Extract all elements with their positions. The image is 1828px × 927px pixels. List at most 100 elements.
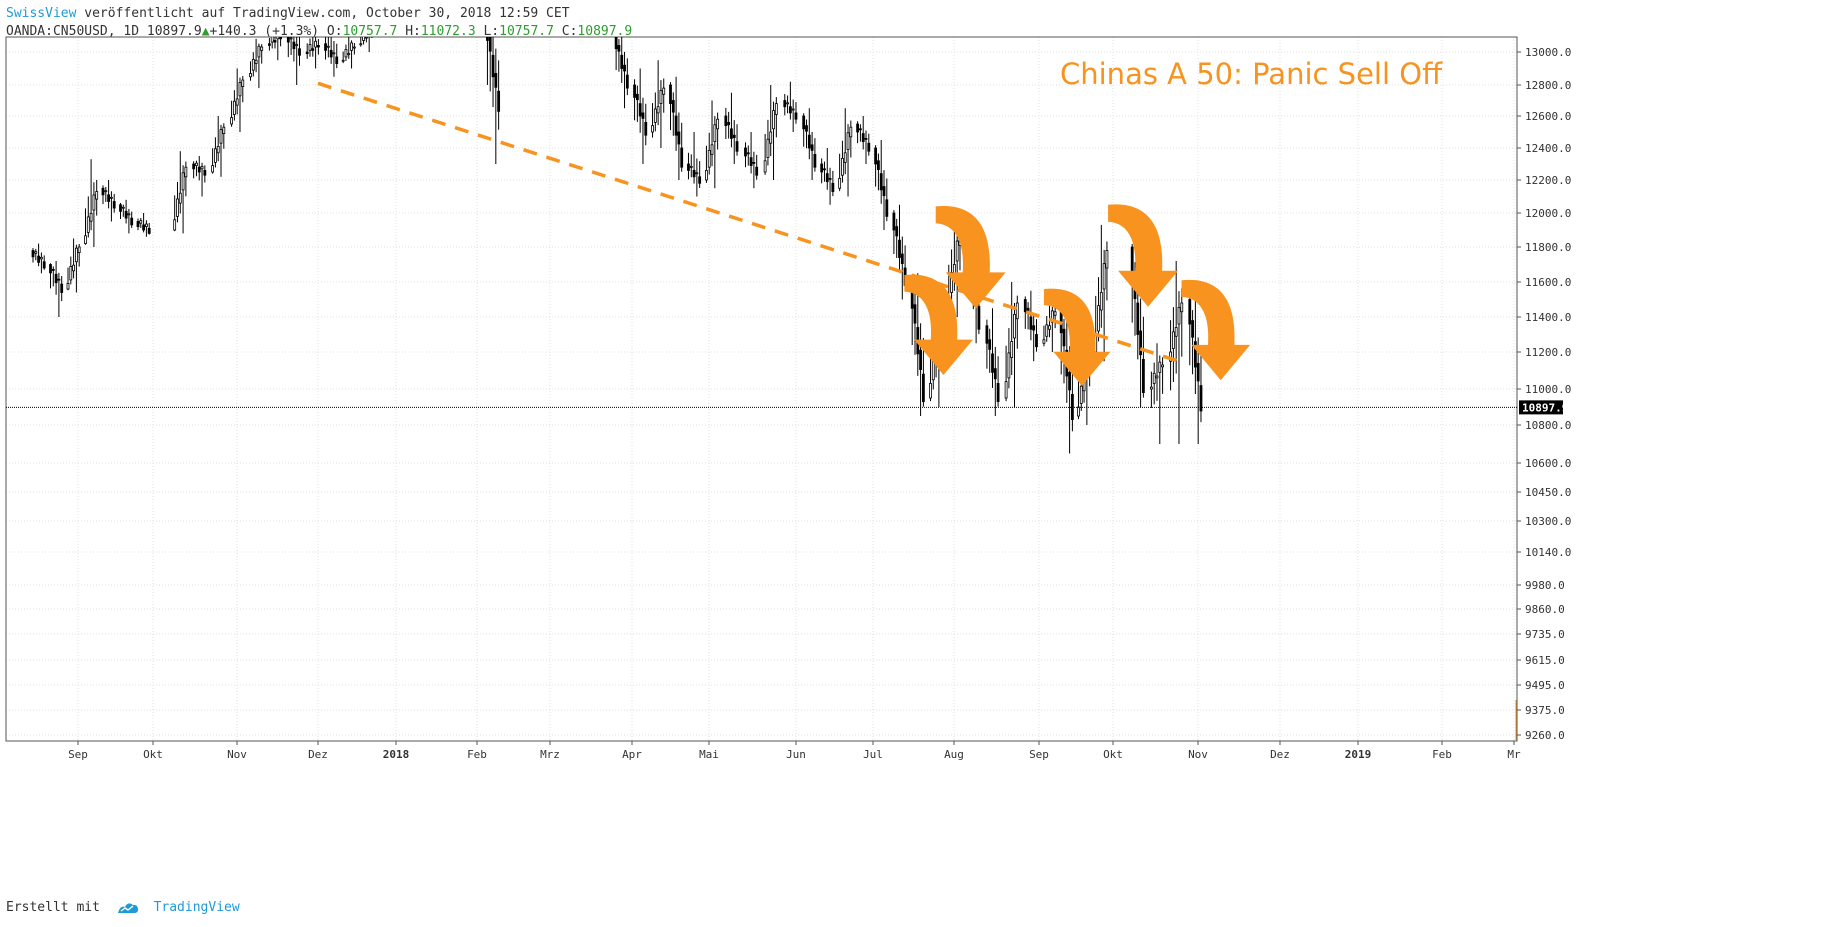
candle-body <box>192 163 196 170</box>
candle-body <box>1010 341 1014 358</box>
trend-line <box>317 81 1180 363</box>
x-tick-label: Mai <box>699 748 719 761</box>
candle-body <box>710 144 714 155</box>
candle-body <box>311 48 315 51</box>
candle-body <box>749 157 753 167</box>
candle-body <box>298 48 301 56</box>
candle-body <box>950 271 953 293</box>
candle-body <box>1062 328 1066 347</box>
candle-body <box>644 122 648 136</box>
close-label: C: <box>561 24 578 39</box>
candle-body <box>89 212 93 222</box>
candle-body <box>653 108 657 123</box>
candle-body <box>1004 381 1008 399</box>
change-value: +140.3 (+1.3%) <box>209 24 320 39</box>
candle-body <box>1180 302 1184 313</box>
candle-body <box>774 103 778 115</box>
candle-body <box>314 40 318 48</box>
candle-body <box>1048 325 1051 330</box>
candle-body <box>1155 375 1159 379</box>
y-tick-label: 9375.0 <box>1525 704 1565 717</box>
candle-body <box>270 37 274 43</box>
candle-body <box>1136 302 1140 335</box>
y-tick-label: 11800.0 <box>1525 241 1571 254</box>
candle-body <box>955 240 959 262</box>
candle-body <box>216 145 220 154</box>
candle-body <box>985 325 989 344</box>
candle-body <box>119 204 122 212</box>
candle-body <box>991 353 994 373</box>
author-link[interactable]: SwissView <box>6 6 77 21</box>
candle-body <box>783 100 787 108</box>
candle-body <box>791 108 795 111</box>
candle-body <box>251 59 255 71</box>
candle-body <box>1191 320 1194 338</box>
y-tick-label: 9980.0 <box>1525 579 1565 592</box>
candle-body <box>898 239 901 258</box>
candle-body <box>110 196 113 199</box>
candle-body <box>727 122 731 126</box>
candle-body <box>497 90 501 112</box>
x-tick-label: Jul <box>863 748 883 761</box>
candle-body <box>1035 334 1038 348</box>
candle-body <box>1199 385 1203 412</box>
candle-body <box>350 42 353 51</box>
candle-body <box>1102 263 1106 290</box>
candle-body <box>689 165 693 168</box>
y-tick-label: 13000.0 <box>1525 46 1571 59</box>
open-value: 10757.7 <box>342 24 398 39</box>
current-price-tag <box>1519 400 1563 415</box>
x-axis: Sep Okt Nov Dez 2018 Feb Mrz Apr Mai Jun Jul Aug Sep… <box>68 741 1521 761</box>
candle-body <box>257 45 261 58</box>
candle-body <box>124 210 128 219</box>
candle-body <box>805 125 808 132</box>
candle-body <box>1188 299 1192 325</box>
x-tick-label: Nov <box>1188 748 1208 761</box>
candle-body <box>130 217 134 226</box>
candle-body <box>769 131 773 144</box>
y-tick-label: 12800.0 <box>1525 79 1571 92</box>
candle-body <box>104 190 108 193</box>
candle-body <box>929 383 932 399</box>
candle-body <box>752 161 756 164</box>
candle-body <box>802 115 806 130</box>
tradingview-logo-icon <box>117 902 138 913</box>
candle-body <box>260 46 264 51</box>
tradingview-link[interactable]: TradingView <box>153 900 240 915</box>
candle-body <box>95 191 99 200</box>
candle-body <box>486 37 489 41</box>
candle-body <box>674 115 678 136</box>
candle-body <box>84 235 87 244</box>
candle-body <box>867 142 871 152</box>
candle-body <box>732 134 736 138</box>
candle-body <box>254 59 258 64</box>
candle-body <box>633 84 636 98</box>
candle-body <box>993 368 997 380</box>
candle-body <box>919 349 922 370</box>
x-tick-label: Jun <box>786 748 806 761</box>
candle-body <box>352 46 356 49</box>
candle-body <box>34 251 38 254</box>
arrow-shape <box>1043 288 1111 386</box>
price-chart[interactable]: 13000.0 12800.0 12600.0 12400.0 12200.0 12000… <box>0 0 1828 890</box>
candle-body <box>823 168 826 171</box>
candle-body <box>856 123 859 133</box>
candle-body <box>988 339 992 350</box>
curved-arrow-icon <box>1108 204 1179 307</box>
candle-body <box>371 31 373 32</box>
grid <box>6 37 1517 741</box>
candle-body <box>772 110 775 130</box>
candle-body <box>121 206 125 209</box>
candle-body <box>181 172 185 191</box>
candle-body <box>838 177 842 189</box>
candle-body <box>488 37 492 52</box>
candle-body <box>996 383 1000 403</box>
y-tick-label: 10300.0 <box>1525 515 1571 528</box>
candle-body <box>276 37 280 40</box>
candle-body <box>882 186 886 197</box>
y-tick-label: 12000.0 <box>1525 207 1571 220</box>
x-tick-label: Okt <box>143 748 163 761</box>
candle-body <box>267 43 271 46</box>
candle-body <box>230 117 233 125</box>
x-tick-label: Mr <box>1507 748 1521 761</box>
